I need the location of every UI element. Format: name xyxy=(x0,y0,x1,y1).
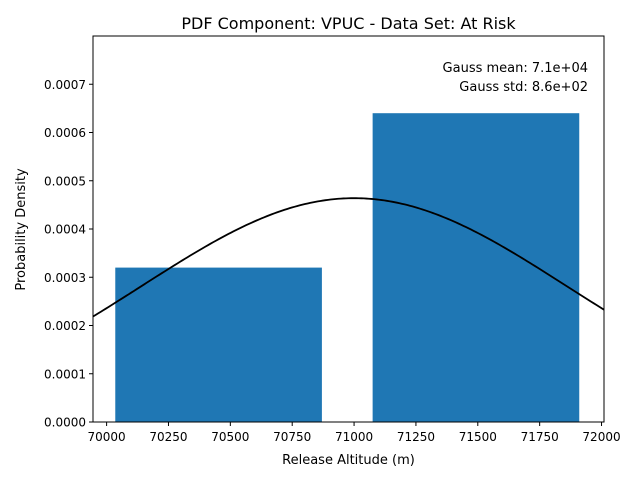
gauss-curve-line xyxy=(92,197,605,318)
x-tick-label: 71750 xyxy=(521,430,559,444)
histogram-bar-2 xyxy=(372,113,580,422)
x-tick-label: 71500 xyxy=(459,430,497,444)
y-axis-label: Probability Density xyxy=(14,168,29,291)
bars-group xyxy=(115,113,580,422)
y-tick-label: 0.0004 xyxy=(44,223,86,237)
y-tick-label: 0.0006 xyxy=(44,126,86,140)
x-tick-label: 70000 xyxy=(88,430,126,444)
y-tick-label: 0.0002 xyxy=(44,319,86,333)
y-tick-label: 0.0001 xyxy=(44,367,86,381)
y-tick-label: 0.0005 xyxy=(44,174,86,188)
gauss-std-annotation: Gauss std: 8.6e+02 xyxy=(459,80,588,95)
x-tick-label: 70250 xyxy=(149,430,187,444)
x-axis-ticks: 70000 70250 70500 70750 71000 71250 71500 71750… xyxy=(88,422,621,444)
x-tick-label: 71000 xyxy=(335,430,373,444)
x-tick-label: 70750 xyxy=(273,430,311,444)
y-tick-label: 0.0003 xyxy=(44,271,86,285)
x-tick-label: 71250 xyxy=(397,430,435,444)
x-tick-label: 72000 xyxy=(582,430,620,444)
x-tick-label: 70500 xyxy=(211,430,249,444)
y-tick-label: 0.0007 xyxy=(44,78,86,92)
chart-title: PDF Component: VPUC - Data Set: At Risk xyxy=(181,14,516,33)
y-tick-label: 0.0000 xyxy=(44,416,86,430)
histogram-bar-1 xyxy=(115,267,322,422)
y-axis-ticks: 0.0000 0.0001 0.0002 0.0003 0.0004 0.0005 0.00… xyxy=(44,78,93,430)
gauss-mean-annotation: Gauss mean: 7.1e+04 xyxy=(443,61,588,76)
x-axis-label: Release Altitude (m) xyxy=(282,453,415,468)
